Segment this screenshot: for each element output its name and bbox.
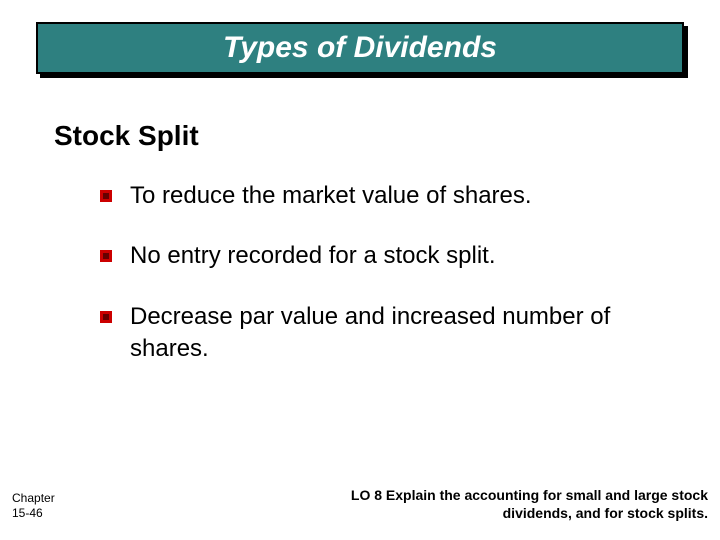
bullet-list: To reduce the market value of shares. No… [100,180,680,394]
bullet-text: Decrease par value and increased number … [130,301,680,366]
slide-title: Types of Dividends [223,31,497,65]
bullet-icon [100,311,112,323]
bullet-text: To reduce the market value of shares. [130,180,680,212]
footer-learning-objective: LO 8 Explain the accounting for small an… [351,486,708,522]
bullet-text: No entry recorded for a stock split. [130,240,680,272]
footer-lo-line1: LO 8 Explain the accounting for small an… [351,486,708,504]
footer-chapter-number: 15-46 [12,506,55,522]
bullet-icon [100,190,112,202]
list-item: No entry recorded for a stock split. [100,240,680,272]
footer-lo-line2: dividends, and for stock splits. [351,504,708,522]
slide-subtitle: Stock Split [54,120,199,152]
title-bar: Types of Dividends [36,22,684,74]
footer-chapter: Chapter 15-46 [12,491,55,522]
footer-chapter-label: Chapter [12,491,55,507]
bullet-icon [100,250,112,262]
list-item: Decrease par value and increased number … [100,301,680,366]
list-item: To reduce the market value of shares. [100,180,680,212]
